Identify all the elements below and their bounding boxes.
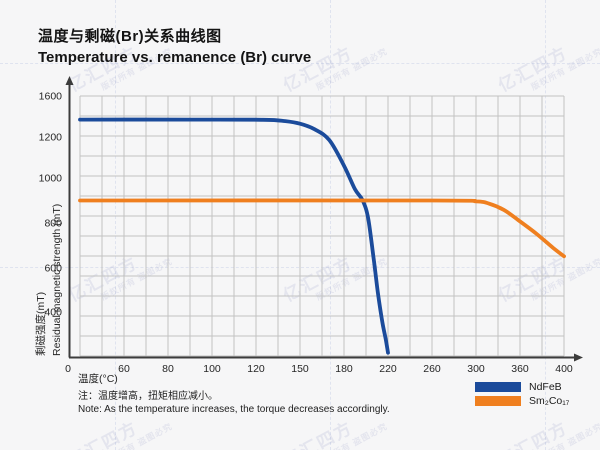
y-tick-label: 1000: [39, 173, 63, 185]
chart-title-zh: 温度与剩磁(Br)关系曲线图: [38, 28, 222, 45]
x-axis-arrow-icon: [574, 353, 583, 362]
y-tick-label: 800: [44, 218, 62, 230]
legend-item-ndfeb: NdFeB: [475, 382, 569, 392]
dashed-guide-vertical: [545, 0, 546, 450]
y-axis-title-zh: 剩磁强度(mT): [34, 292, 47, 356]
ndfeb-legend-label: NdFeB: [529, 381, 562, 393]
footnote-zh: 注：温度增高，扭矩相应减小。: [78, 391, 218, 402]
x-tick-label: 300: [467, 363, 485, 375]
sm2co17-color-swatch: [475, 396, 521, 406]
y-tick-label: 600: [44, 263, 62, 275]
y-tick-label: 400: [44, 307, 62, 319]
dashed-guide-vertical: [115, 0, 116, 450]
chart-title-block: 温度与剩磁(Br)关系曲线图 Temperature vs. remanence…: [38, 25, 311, 66]
x-tick-label: 360: [511, 363, 529, 375]
ndfeb-color-swatch: [475, 382, 521, 392]
x-tick-label: 400: [555, 363, 573, 375]
x-tick-label: 220: [379, 363, 397, 375]
x-tick-label: 120: [247, 363, 265, 375]
y-tick-label: 1200: [39, 132, 63, 144]
y-axis-title-en: Residual magnetic strength (mT): [51, 204, 63, 356]
footnote-en: Note: As the temperature increases, the …: [78, 404, 390, 415]
chart-footnote: 注：温度增高，扭矩相应减小。 Note: As the temperature …: [78, 390, 390, 416]
dashed-guide-vertical: [330, 0, 331, 450]
y-axis-arrow-icon: [65, 76, 74, 85]
x-axis-title: 温度(°C): [78, 372, 118, 385]
x-tick-label: 260: [423, 363, 441, 375]
dashed-guide-horizontal: [0, 63, 600, 64]
axes: [65, 76, 583, 362]
x-tick-label: 180: [335, 363, 353, 375]
chart-legend: NdFeB Sm₂Co₁₇: [475, 382, 569, 410]
x-tick-label: 150: [291, 363, 309, 375]
x-tick-label: 80: [162, 363, 174, 375]
legend-item-sm2co17: Sm₂Co₁₇: [475, 396, 569, 406]
chart-title-en: Temperature vs. remanence (Br) curve: [38, 49, 312, 66]
sm2co17-legend-label: Sm₂Co₁₇: [529, 395, 570, 407]
plot-grid: [79, 95, 565, 357]
x-tick-label: 0: [65, 363, 71, 375]
y-tick-label: 1600: [39, 91, 63, 103]
x-tick-label: 60: [118, 363, 130, 375]
ndfeb-curve: [78, 117, 390, 355]
smco-curve: [78, 198, 566, 259]
x-tick-label: 100: [203, 363, 221, 375]
